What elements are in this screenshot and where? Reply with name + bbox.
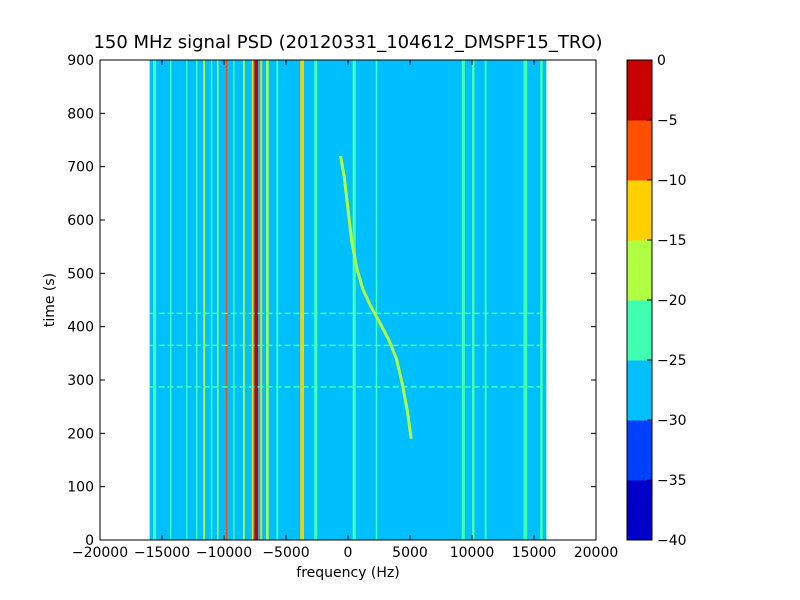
psd-band [210,60,213,540]
x-tick-label: 10000 [450,545,495,561]
psd-band [276,60,279,540]
psd-band [300,60,304,540]
psd-band [540,60,543,540]
x-tick-label: −10000 [196,545,252,561]
psd-band [375,60,378,540]
x-tick-label: 0 [344,545,353,561]
psd-band [472,60,475,540]
y-tick-label: 300 [67,373,94,389]
colorbar-tick-label: −40 [657,533,687,549]
y-tick-label: 500 [67,266,94,282]
x-tick-label: 20000 [574,545,619,561]
colorbar-segment [627,300,652,361]
colorbar-tick-label: −15 [657,233,687,249]
y-tick-label: 200 [67,426,94,442]
psd-band [242,60,245,540]
psd-band [169,60,172,540]
axes: −20000 −15000 −10000 −5000 0 5000 10000 15000 20… [67,53,618,561]
colorbar-segment [627,420,652,481]
psd-band [195,60,198,540]
x-tick-label: −20000 [72,545,128,561]
psd-band [186,60,188,540]
x-tick-label: 5000 [392,545,428,561]
colorbar-segment [627,120,652,181]
psd-band [523,60,528,540]
colorbar-segment [627,180,652,241]
colorbar-tick-label: 0 [657,53,666,69]
psd-band [260,60,263,540]
y-axis-label: time (s) [42,273,58,327]
colorbar-segment [627,480,652,541]
y-tick-label: 400 [67,320,94,336]
plot-area [149,60,547,540]
colorbar-tick-label: −30 [657,413,687,429]
doppler-trace [339,155,413,439]
colorbar-tick-label: −5 [657,113,678,129]
colorbar-tick-label: −10 [657,173,687,189]
y-tick-label: 100 [67,480,94,496]
y-tick-label: 0 [85,533,94,549]
colorbar-segment [627,60,652,121]
psd-band [254,60,259,540]
colorbar-tick-label: −20 [657,293,687,309]
y-tick-label: 900 [67,53,94,69]
psd-band [352,60,356,540]
x-axis-label: frequency (Hz) [296,565,399,581]
chart-title: 150 MHz signal PSD (20120331_104612_DMSP… [93,32,602,53]
y-tick-label: 600 [67,213,94,229]
y-tick-label: 800 [67,106,94,122]
x-tick-label: −15000 [134,545,190,561]
psd-band [225,60,228,540]
colorbar: −40 −35 −30 −25 −20 −15 −10 −5 0 [626,53,687,549]
psd-band [314,60,318,540]
psd-band [203,60,206,540]
colorbar-tick-label: −35 [657,473,687,489]
colorbar-segment [627,360,652,421]
psd-background [149,60,547,540]
colorbar-tick-label: −25 [657,353,687,369]
x-tick-label: −5000 [262,545,309,561]
psd-band [217,60,219,540]
psd-band [233,60,235,540]
psd-band [251,60,254,540]
psd-band [461,60,465,540]
y-tick-label: 700 [67,160,94,176]
colorbar-segment [627,240,652,301]
psd-band [266,60,269,540]
x-tick-label: 15000 [512,545,557,561]
psd-band [484,60,487,540]
psd-band [153,60,157,540]
